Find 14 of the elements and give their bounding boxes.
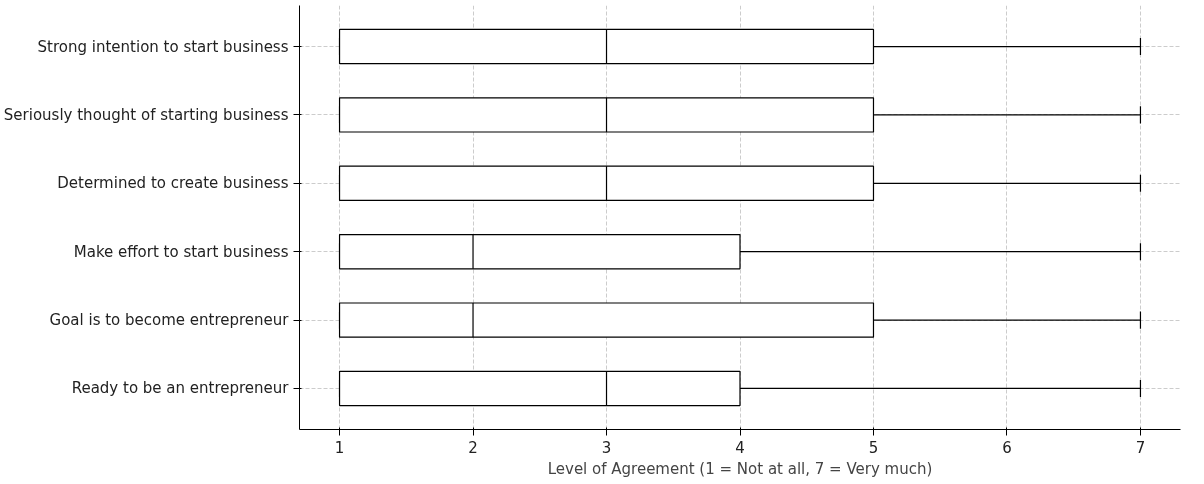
x-tick-label: 6 (1002, 438, 1012, 457)
x-tick-label: 5 (868, 438, 879, 457)
x-tick-label: 2 (468, 438, 478, 457)
x-tick-label: 3 (601, 438, 612, 457)
y-tick-label: Make effort to start business (73, 242, 289, 261)
x-axis-title: Level of Agreement (1 = Not at all, 7 = Very much) (547, 459, 933, 478)
x-tick-label: 4 (735, 438, 745, 457)
x-tick-label: 7 (1135, 438, 1146, 457)
y-tick-label: Seriously thought of starting business (3, 105, 289, 124)
y-tick-label: Goal is to become entrepreneur (49, 311, 290, 330)
y-tick-label: Strong intention to start business (37, 37, 289, 56)
x-tick-label: 1 (334, 438, 345, 457)
y-tick-label: Determined to create business (57, 174, 289, 193)
y-tick-label: Ready to be an entrepreneur (71, 379, 290, 398)
